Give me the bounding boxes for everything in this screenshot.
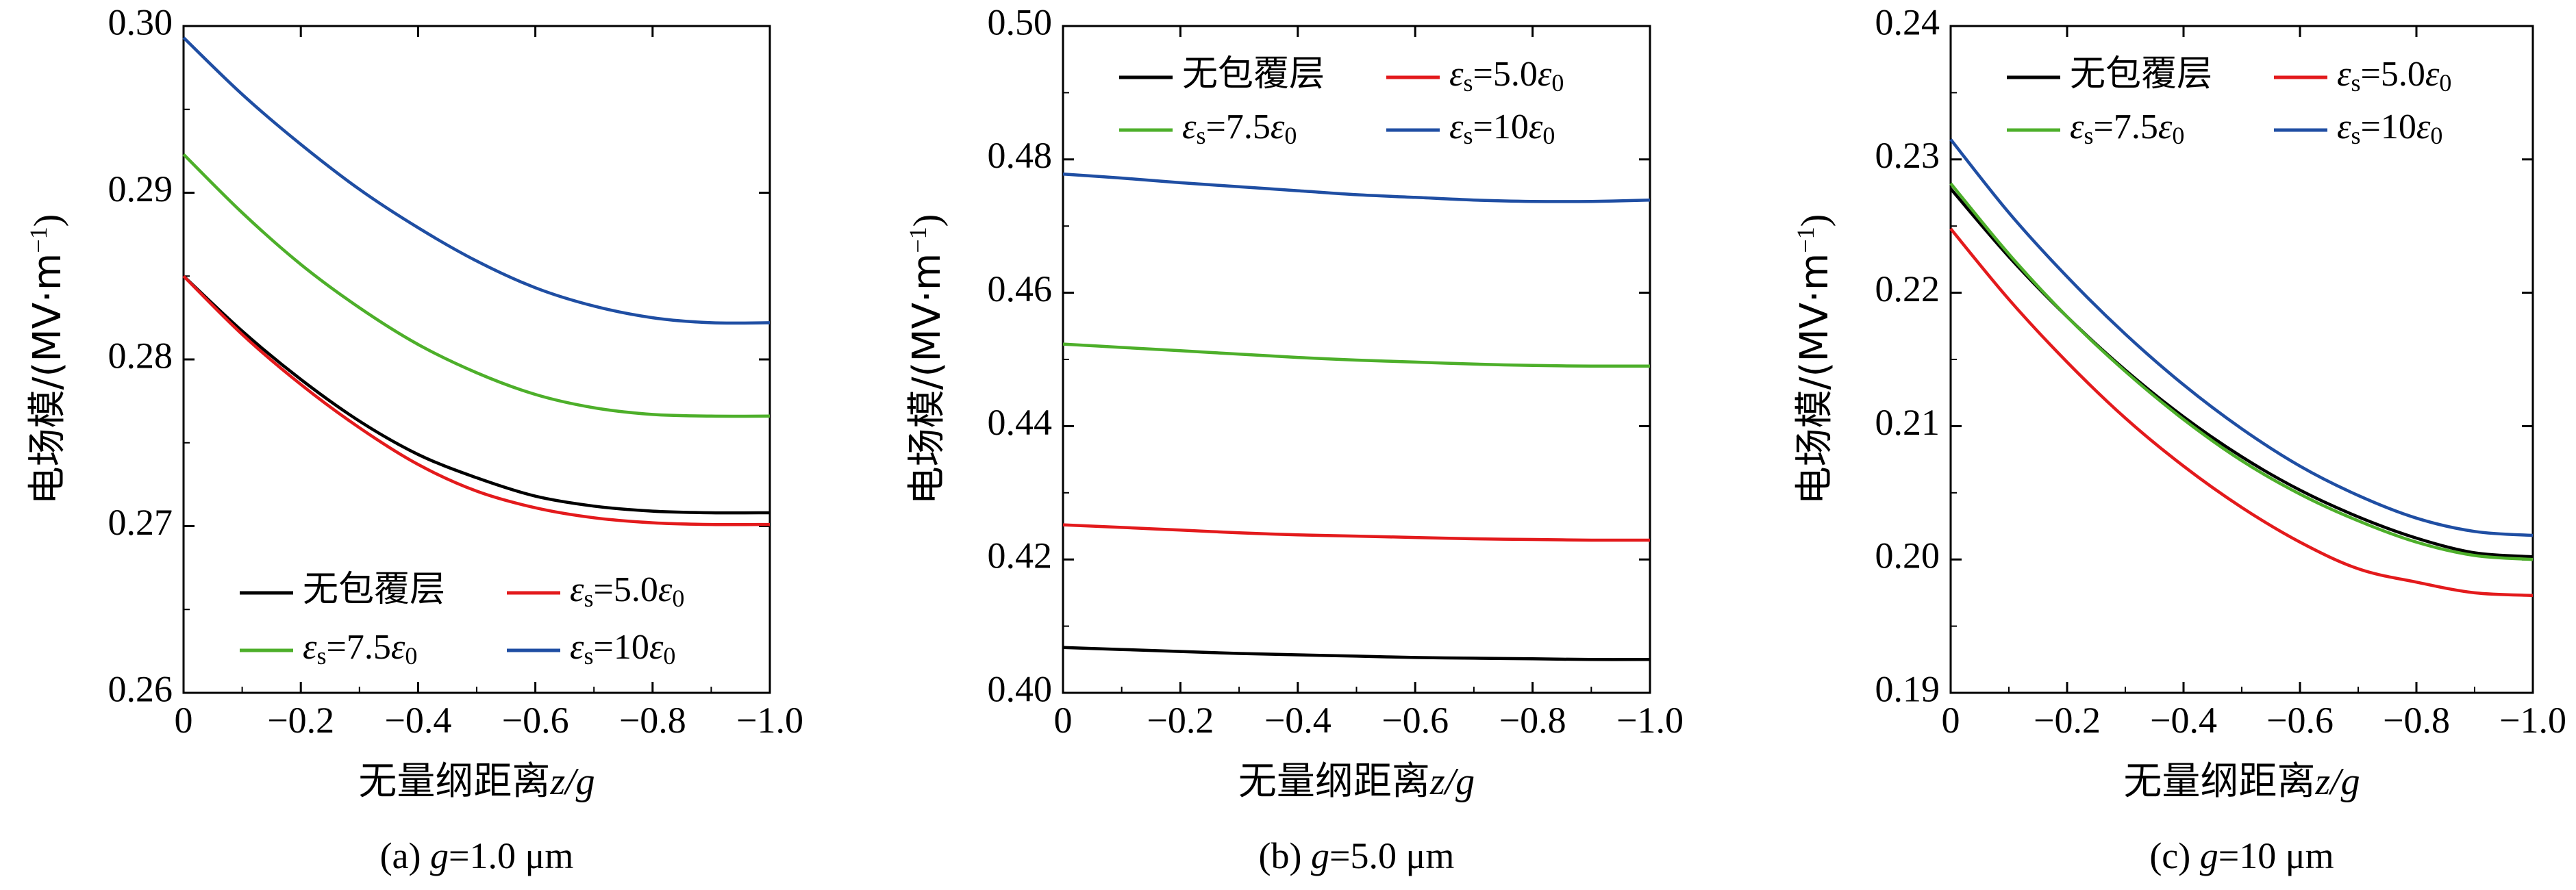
x-tick-label: −0.2 <box>1147 700 1214 741</box>
y-tick-label: 0.29 <box>108 168 173 209</box>
series-line-eps5 <box>1062 523 1651 542</box>
y-tick-label: 0.19 <box>1875 668 1940 709</box>
legend: 无包覆层 εs=5.0ε0 εs=7.5ε0 εs=10ε0 <box>240 570 684 670</box>
chart-panel-c: 0 −0.2 −0.4 −0.6 −0.8 −1.0 0.19 0.20 0.21 0.22 0.2… <box>1792 1 2566 876</box>
x-tick-label: −1.0 <box>2499 700 2566 741</box>
x-tick-label: −0.4 <box>1264 700 1331 741</box>
y-tick-label: 0.26 <box>108 668 173 709</box>
series-line-eps10 <box>182 36 771 325</box>
y-axis-title: 电场模/(MV·m−1) <box>904 214 949 505</box>
x-tick-label: 0 <box>1054 700 1073 741</box>
x-axis-title: 无量纲距离z/g <box>358 759 595 804</box>
legend-label-eps5: εs=5.0ε0 <box>2337 55 2451 97</box>
x-tick-label: −0.4 <box>2150 700 2217 741</box>
legend-label-eps75: εs=7.5ε0 <box>2070 107 2184 149</box>
legend-label-eps10: εs=10ε0 <box>2337 107 2442 149</box>
y-tick-label: 0.50 <box>988 1 1053 42</box>
legend-label-none: 无包覆层 <box>303 570 445 609</box>
y-tick-label: 0.42 <box>988 535 1053 576</box>
y-tick-label: 0.30 <box>108 1 173 42</box>
legend: 无包覆层 εs=5.0ε0 εs=7.5ε0 εs=10ε0 <box>1119 55 1564 149</box>
x-tick-label: −1.0 <box>736 700 803 741</box>
series-line-eps75 <box>1949 182 2534 561</box>
x-axis-title: 无量纲距离z/g <box>2123 759 2360 804</box>
x-tick-label: −0.2 <box>267 700 334 741</box>
y-axis-title: 电场模/(MV·m−1) <box>25 214 70 505</box>
y-tick-label: 0.20 <box>1875 535 1940 576</box>
series-line-eps75 <box>1062 342 1651 368</box>
x-tick-label: 0 <box>1942 700 1960 741</box>
chart-panel-b: 0 −0.2 −0.4 −0.6 −0.8 −1.0 0.40 0.42 0.44 0.46 0.4… <box>904 1 1684 876</box>
x-tick-label: −0.8 <box>1499 700 1566 741</box>
series-line-eps75 <box>182 153 771 418</box>
x-tick-label: −0.8 <box>2383 700 2450 741</box>
x-axis-title: 无量纲距离z/g <box>1238 759 1475 804</box>
x-tick-label: −0.4 <box>384 700 451 741</box>
legend-label-none: 无包覆层 <box>2070 55 2212 94</box>
legend-label-eps5: εs=5.0ε0 <box>570 570 684 612</box>
y-axis-title: 电场模/(MV·m−1) <box>1792 214 1837 505</box>
series-line-none <box>1062 646 1651 661</box>
series-line-eps5 <box>182 275 771 526</box>
legend: 无包覆层 εs=5.0ε0 εs=7.5ε0 εs=10ε0 <box>2007 55 2451 149</box>
series-line-none <box>182 275 771 515</box>
y-tick-label: 0.27 <box>108 502 173 543</box>
y-tick-label: 0.23 <box>1875 135 1940 176</box>
plot-frame <box>1949 25 2534 694</box>
x-tick-label: −0.8 <box>619 700 686 741</box>
panel-caption: (c) g=10 μm <box>2149 835 2334 876</box>
y-tick-label: 0.28 <box>108 335 173 376</box>
panel-caption: (a) g=1.0 μm <box>380 835 574 876</box>
legend-label-eps10: εs=10ε0 <box>1449 107 1555 149</box>
y-tick-label: 0.22 <box>1875 268 1940 309</box>
y-tick-label: 0.24 <box>1875 1 1940 42</box>
x-tick-label: −0.6 <box>2266 700 2334 741</box>
series-line-eps10 <box>1949 138 2534 537</box>
x-tick-label: −1.0 <box>1616 700 1684 741</box>
legend-label-eps75: εs=7.5ε0 <box>303 628 417 670</box>
series-line-eps5 <box>1949 227 2534 598</box>
panel-caption: (b) g=5.0 μm <box>1259 835 1455 876</box>
x-tick-label: −0.6 <box>502 700 569 741</box>
series-line-eps10 <box>1062 172 1651 203</box>
x-tick-label: −0.6 <box>1381 700 1449 741</box>
legend-label-none: 无包覆层 <box>1182 55 1325 94</box>
y-tick-label: 0.21 <box>1875 402 1940 443</box>
y-tick-label: 0.44 <box>988 402 1053 443</box>
y-tick-label: 0.48 <box>988 135 1053 176</box>
y-tick-label: 0.46 <box>988 268 1053 309</box>
x-tick-label: −0.2 <box>2034 700 2101 741</box>
legend-label-eps75: εs=7.5ε0 <box>1182 107 1297 149</box>
x-tick-label: 0 <box>175 700 193 741</box>
legend-label-eps10: εs=10ε0 <box>570 628 675 670</box>
legend-label-eps5: εs=5.0ε0 <box>1449 55 1564 97</box>
y-tick-label: 0.40 <box>988 668 1053 709</box>
chart-panel-a: 0 −0.2 −0.4 −0.6 −0.8 −1.0 0.26 0.27 0.28 0.29 0.3… <box>25 1 803 876</box>
